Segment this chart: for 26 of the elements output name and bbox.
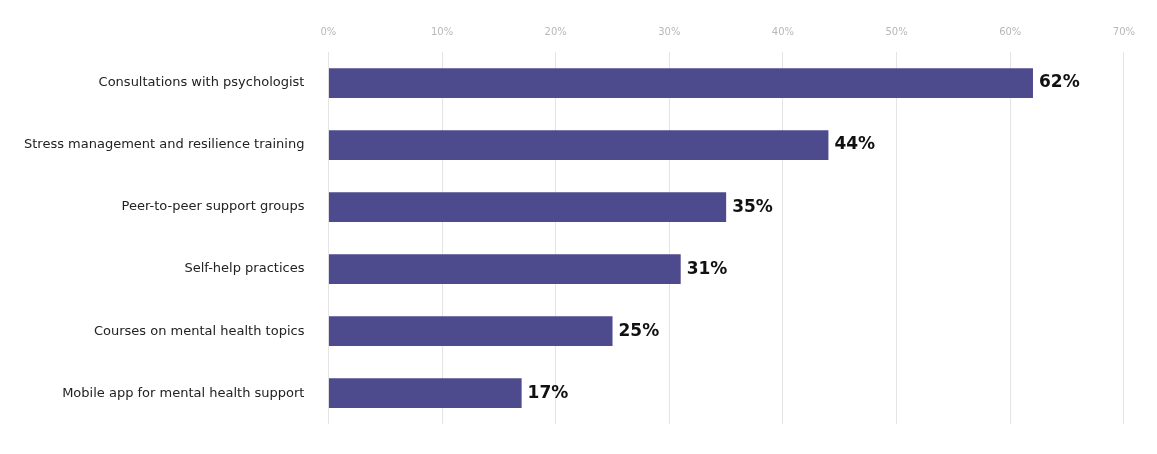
x-tick-label: 10%	[430, 25, 454, 37]
bar	[328, 68, 1033, 98]
x-tick-label: 50%	[885, 25, 908, 37]
y-tick-label: Mobile app for mental health support	[62, 384, 305, 400]
x-tick-label: 0%	[320, 25, 337, 37]
data-label: 62%	[1038, 71, 1080, 92]
bar	[328, 192, 727, 222]
x-tick-label: 70%	[1112, 25, 1135, 37]
x-tick-label: 60%	[999, 25, 1022, 37]
data-label: 17%	[527, 381, 569, 402]
y-tick-label: Consultations with psychologist	[98, 74, 305, 90]
data-label: 25%	[618, 319, 660, 340]
x-tick-label: 40%	[771, 25, 795, 37]
y-tick-label: Courses on mental health topics	[93, 322, 305, 338]
y-tick-label: Self-help practices	[184, 260, 305, 276]
data-label: 31%	[686, 257, 728, 278]
y-tick-label: Stress management and resilience training	[24, 136, 305, 152]
bar	[328, 378, 522, 409]
data-label: 35%	[732, 195, 773, 216]
bar	[328, 254, 681, 285]
bar	[328, 130, 829, 160]
x-tick-label: 20%	[544, 25, 567, 37]
x-tick-label: 30%	[658, 25, 681, 37]
data-label: 44%	[834, 133, 876, 154]
bar	[328, 316, 613, 347]
y-tick-label: Peer-to-peer support groups	[121, 198, 305, 214]
